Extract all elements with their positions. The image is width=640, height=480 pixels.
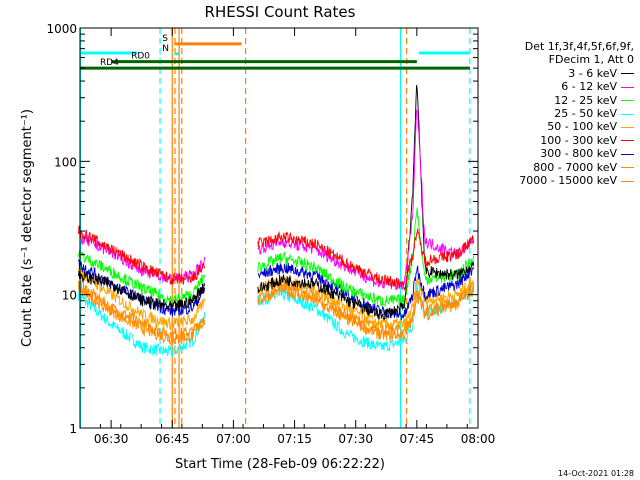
- y-tick-label-3: 1000: [46, 22, 77, 36]
- legend-swatch: [621, 167, 634, 169]
- legend-item-4: 50 - 100 keV: [478, 120, 634, 133]
- flag-label-2: S: [162, 34, 168, 44]
- x-tick-label-3: 07:15: [277, 432, 312, 446]
- legend-label: 25 - 50 keV: [554, 107, 617, 121]
- legend-item-5: 100 - 300 keV: [478, 134, 634, 147]
- legend-swatch: [621, 140, 634, 142]
- legend-item-2: 12 - 25 keV: [478, 94, 634, 107]
- legend-label: 6 - 12 keV: [561, 80, 617, 94]
- legend-label: 7000 - 15000 keV: [519, 174, 617, 188]
- series-lines: [78, 84, 475, 357]
- x-tick-label-1: 06:45: [155, 432, 190, 446]
- series-line-8: [78, 282, 475, 347]
- legend-label: 300 - 800 keV: [540, 147, 617, 161]
- generation-timestamp: 14-Oct-2021 01:28: [558, 469, 634, 478]
- flag-label-4: RD0: [131, 52, 150, 62]
- y-tick-label-2: 100: [54, 155, 77, 169]
- flag-label-3: N: [162, 44, 169, 54]
- x-tick-label-2: 07:00: [216, 432, 251, 446]
- legend-label: 12 - 25 keV: [554, 93, 617, 107]
- axes: 06:30 06:45 07:00 07:15 07:30 07:45 08:00 1 10 10…: [46, 22, 495, 446]
- legend-swatch: [621, 113, 634, 115]
- legend-item-6: 300 - 800 keV: [478, 147, 634, 160]
- legend-swatch: [621, 153, 634, 155]
- legend-header-line-1: Det 1f,3f,4f,5f,6f,9f,: [524, 40, 634, 53]
- series-line-0: [78, 84, 475, 321]
- legend-swatch: [621, 100, 634, 102]
- legend: Det 1f,3f,4f,5f,6f,9f, FDecim 1, Att 0 3…: [478, 40, 634, 187]
- legend-swatch: [621, 180, 634, 182]
- legend-label: 800 - 7000 keV: [533, 160, 617, 174]
- series-line-1: [78, 109, 475, 290]
- series-line-2: [78, 207, 475, 308]
- legend-swatch: [621, 126, 634, 128]
- event-markers: [79, 28, 471, 428]
- legend-label: 50 - 100 keV: [547, 120, 617, 134]
- y-axis-label: Count Rate (s⁻¹ detector segment⁻¹): [20, 109, 35, 347]
- x-tick-label-0: 06:30: [94, 432, 129, 446]
- chart-title: RHESSI Count Rates: [205, 3, 356, 21]
- x-axis-label: Start Time (28-Feb-09 06:22:22): [175, 457, 385, 472]
- legend-header-line-2: FDecim 1, Att 0: [548, 53, 634, 67]
- legend-label: 100 - 300 keV: [540, 133, 617, 147]
- y-tick-label-0: 1: [69, 422, 77, 436]
- flag-label-5: RD4: [100, 58, 119, 68]
- legend-item-7: 800 - 7000 keV: [478, 161, 634, 174]
- legend-item-8: 7000 - 15000 keV: [478, 174, 634, 187]
- plot-frame: [79, 27, 479, 429]
- series-line-5: [78, 225, 475, 291]
- flag-bars: SN RD0 RD4: [80, 34, 470, 70]
- legend-swatch: [621, 86, 634, 88]
- legend-item-1: 6 - 12 keV: [478, 80, 634, 93]
- legend-item-0: 3 - 6 keV: [478, 67, 634, 80]
- legend-label: 3 - 6 keV: [568, 66, 617, 80]
- legend-item-3: 25 - 50 keV: [478, 107, 634, 120]
- x-tick-label-6: 08:00: [461, 432, 496, 446]
- x-tick-label-4: 07:30: [338, 432, 373, 446]
- legend-swatch: [621, 73, 634, 75]
- y-tick-label-1: 10: [62, 289, 77, 303]
- x-tick-label-5: 07:45: [400, 432, 435, 446]
